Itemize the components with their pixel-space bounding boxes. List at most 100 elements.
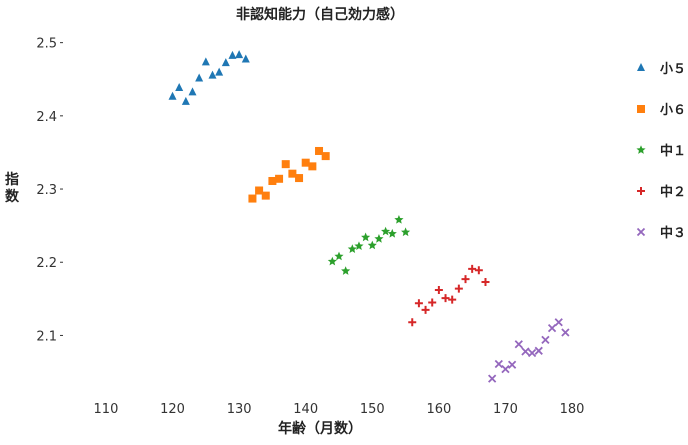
data-point: [488, 374, 497, 383]
plot-points: [168, 50, 570, 383]
x-tick-label: 140: [293, 402, 318, 417]
data-point: [221, 58, 230, 67]
series-4: [408, 264, 490, 327]
data-point: [301, 158, 310, 167]
data-point: [547, 323, 557, 333]
data-point: [541, 335, 550, 344]
data-point: [361, 232, 371, 242]
data-point: [268, 176, 277, 185]
x-tick-label: 120: [160, 402, 185, 417]
y-tick-label: 2.3: [36, 183, 57, 198]
legend-marker: [637, 63, 645, 71]
data-point: [195, 73, 204, 82]
data-point: [208, 70, 217, 79]
legend-marker: [636, 145, 646, 154]
legend-label: 中２: [660, 184, 686, 200]
data-point: [354, 241, 364, 251]
data-point: [481, 278, 490, 287]
data-point: [327, 256, 337, 266]
data-point: [401, 227, 411, 237]
x-tick-label: 110: [94, 402, 119, 417]
data-point: [514, 340, 523, 349]
data-point: [255, 186, 264, 195]
data-point: [414, 299, 423, 308]
data-point: [228, 50, 237, 59]
data-point: [501, 364, 510, 374]
data-point: [468, 264, 477, 273]
x-tick-label: 170: [493, 402, 518, 417]
data-point: [381, 226, 391, 236]
data-point: [235, 50, 244, 59]
data-point: [554, 318, 563, 327]
data-point: [527, 348, 537, 358]
data-point: [561, 328, 570, 337]
data-point: [454, 284, 463, 293]
data-point: [428, 298, 437, 307]
data-point: [367, 240, 377, 250]
data-point: [387, 228, 397, 238]
series-2: [248, 146, 330, 203]
x-tick-label: 180: [560, 402, 585, 417]
data-point: [315, 146, 324, 155]
data-point: [461, 275, 470, 284]
data-point: [494, 359, 503, 369]
data-point: [275, 174, 284, 183]
chart-title: 非認知能力（自己効力感）: [236, 6, 404, 23]
data-point: [408, 318, 417, 327]
legend-marker: [636, 227, 646, 237]
legend-label: 中３: [660, 225, 686, 241]
legend: 小５ 小６ 中１ 中２ 中３: [636, 62, 686, 241]
legend-item: 中３: [636, 225, 686, 241]
y-axis-title-char: 数: [5, 188, 20, 205]
legend-item: 中１: [636, 143, 686, 159]
data-point: [507, 360, 517, 369]
data-point: [281, 160, 290, 169]
data-point: [188, 87, 197, 96]
data-point: [321, 152, 330, 161]
legend-item: 中２: [637, 184, 686, 200]
data-point: [441, 294, 450, 303]
y-axis-title: 指数: [5, 171, 20, 205]
data-point: [448, 295, 457, 304]
data-point: [168, 91, 177, 100]
data-point: [288, 169, 297, 178]
data-point: [334, 251, 344, 261]
data-point: [347, 244, 357, 253]
data-point: [394, 214, 404, 224]
y-tick-label: 2.2: [36, 256, 57, 271]
data-point: [521, 347, 530, 356]
data-point: [295, 174, 304, 183]
x-tick-label: 150: [360, 402, 385, 417]
legend-item: 小５: [637, 62, 686, 77]
y-axis-title-char: 指: [5, 171, 19, 188]
data-point: [434, 286, 443, 295]
data-point: [241, 54, 250, 63]
y-axis: 2.1 2.2 2.3 2.4 2.5: [36, 37, 63, 344]
data-point: [308, 162, 317, 171]
legend-marker: [637, 187, 645, 195]
legend-marker: [637, 105, 645, 113]
series-1: [168, 50, 250, 105]
data-point: [534, 346, 543, 355]
data-point: [215, 67, 224, 76]
legend-label: 小５: [660, 62, 686, 77]
data-point: [261, 191, 270, 200]
legend-label: 中１: [660, 143, 686, 159]
series-5: [488, 318, 570, 383]
data-point: [474, 266, 483, 275]
y-tick-label: 2.1: [36, 329, 57, 344]
data-point: [201, 57, 210, 66]
x-axis-title: 年齢（月数）: [278, 420, 362, 437]
data-point: [421, 305, 430, 314]
x-tick-label: 160: [426, 402, 451, 417]
data-point: [341, 266, 351, 275]
legend-item: 小６: [637, 103, 686, 118]
legend-label: 小６: [660, 103, 686, 118]
data-point: [248, 194, 257, 203]
x-axis: 110 120 130 140 150 160 170 180: [94, 402, 585, 417]
y-tick-label: 2.4: [36, 110, 57, 125]
data-point: [175, 83, 184, 92]
x-tick-label: 130: [227, 402, 252, 417]
